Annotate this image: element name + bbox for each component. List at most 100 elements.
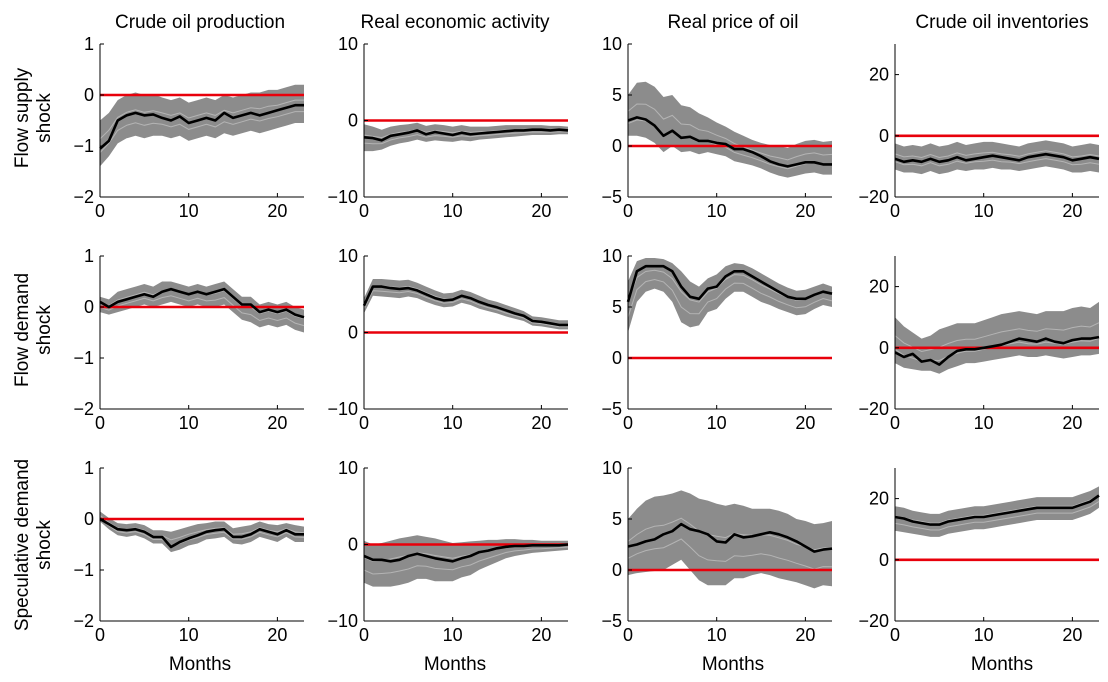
y-tick-label: 10	[338, 246, 358, 266]
x-tick-label: 10	[707, 625, 727, 645]
y-tick-label: 5	[612, 297, 622, 317]
x-tick-label: 20	[531, 413, 551, 433]
row-label: shock	[34, 520, 55, 570]
response-trace	[627, 269, 833, 303]
response-trace	[894, 500, 1100, 531]
y-tick-label: 20	[869, 489, 889, 509]
response-trace	[363, 131, 569, 145]
y-tick-label: 20	[869, 277, 889, 297]
y-tick-label: 0	[879, 550, 889, 570]
median-response-line	[99, 287, 305, 319]
y-tick-label: 1	[84, 34, 94, 54]
y-tick-label: 1	[84, 246, 94, 266]
row-label: Flow supply	[12, 67, 33, 168]
y-tick-label: 5	[612, 85, 622, 105]
y-tick-label: 0	[84, 509, 94, 529]
x-axis-label: Months	[169, 654, 231, 675]
response-band	[895, 486, 1099, 537]
x-axis-label: Months	[971, 654, 1033, 675]
x-tick-label: 0	[623, 625, 633, 645]
x-tick-label: 0	[623, 413, 633, 433]
x-tick-label: 0	[95, 625, 105, 645]
x-tick-label: 10	[179, 625, 199, 645]
response-trace	[627, 103, 833, 161]
x-tick-label: 0	[359, 201, 369, 221]
y-tick-label: 1	[84, 458, 94, 478]
y-tick-label: 20	[869, 65, 889, 85]
x-tick-label: 0	[623, 201, 633, 221]
y-tick-label: 0	[879, 126, 889, 146]
column-title: Real price of oil	[668, 12, 799, 33]
row-label: Speculative demand	[12, 459, 33, 631]
y-tick-label: 0	[879, 338, 889, 358]
median-response-line	[363, 128, 569, 142]
y-tick-label: 5	[612, 509, 622, 529]
median-response-line	[99, 103, 304, 150]
response-trace	[627, 538, 833, 570]
x-tick-label: 10	[974, 625, 994, 645]
median-response-line	[363, 543, 569, 563]
response-band	[100, 511, 304, 553]
y-tick-label: −2	[73, 611, 94, 631]
x-tick-label: 10	[179, 201, 199, 221]
x-tick-label: 20	[1062, 413, 1082, 433]
column-title: Crude oil production	[115, 12, 285, 33]
x-tick-label: 10	[443, 413, 463, 433]
response-trace	[99, 111, 304, 153]
y-tick-label: 0	[348, 535, 358, 555]
x-tick-label: 10	[974, 201, 994, 221]
response-trace	[363, 290, 568, 328]
y-tick-label: 0	[348, 111, 358, 131]
y-tick-label: −20	[858, 399, 889, 419]
median-response-line	[894, 152, 1100, 164]
x-tick-label: 0	[95, 201, 105, 221]
x-tick-label: 0	[890, 413, 900, 433]
y-tick-label: −20	[858, 611, 889, 631]
column-title: Crude oil inventories	[915, 12, 1088, 33]
y-tick-label: −5	[601, 399, 622, 419]
x-tick-label: 10	[707, 413, 727, 433]
y-tick-label: 0	[84, 297, 94, 317]
y-tick-label: −2	[73, 187, 94, 207]
x-tick-label: 0	[890, 625, 900, 645]
y-tick-label: −10	[327, 611, 358, 631]
response-band	[364, 122, 568, 152]
y-tick-label: 10	[602, 34, 622, 54]
row-label: shock	[34, 305, 55, 355]
x-tick-label: 20	[1062, 201, 1082, 221]
y-tick-label: 0	[348, 323, 358, 343]
y-tick-label: −1	[73, 560, 94, 580]
x-tick-label: 20	[795, 625, 815, 645]
x-tick-label: 20	[795, 201, 815, 221]
median-response-line	[627, 522, 833, 553]
median-response-line	[626, 264, 833, 303]
x-tick-label: 0	[95, 413, 105, 433]
response-trace	[99, 99, 304, 140]
y-tick-label: −1	[73, 136, 94, 156]
y-tick-label: 10	[338, 458, 358, 478]
y-tick-label: −20	[858, 187, 889, 207]
response-trace	[894, 322, 1100, 353]
x-tick-label: 20	[531, 201, 551, 221]
x-tick-label: 20	[1062, 625, 1082, 645]
x-tick-label: 20	[267, 413, 287, 433]
response-trace	[894, 158, 1100, 167]
x-tick-label: 20	[267, 201, 287, 221]
x-tick-label: 0	[359, 413, 369, 433]
y-tick-label: −2	[73, 399, 94, 419]
median-response-line	[99, 517, 304, 549]
y-tick-label: −1	[73, 348, 94, 368]
response-band	[628, 81, 832, 178]
y-tick-label: 10	[602, 246, 622, 266]
median-response-line	[894, 335, 1100, 366]
x-tick-label: 10	[179, 413, 199, 433]
y-tick-label: 0	[612, 136, 622, 156]
y-tick-label: −10	[327, 399, 358, 419]
median-response-line	[894, 494, 1100, 526]
y-tick-label: −10	[327, 187, 358, 207]
y-tick-label: 0	[612, 348, 622, 368]
response-trace	[363, 546, 569, 575]
median-response-line	[627, 116, 832, 168]
